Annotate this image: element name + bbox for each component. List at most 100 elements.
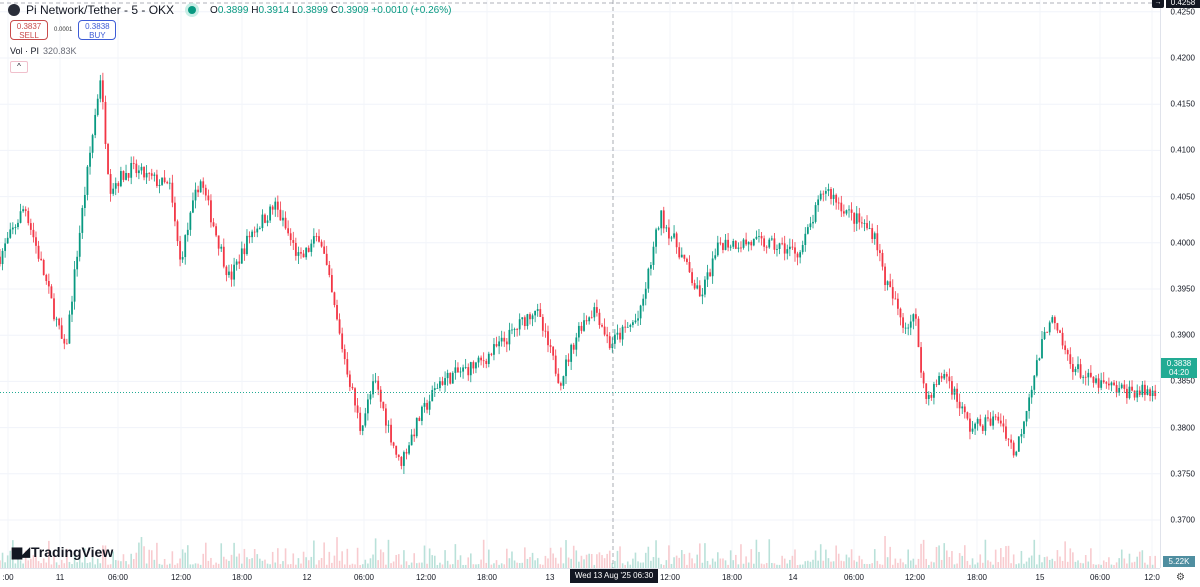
candle-body [585,320,588,322]
candle-body [837,202,840,204]
time-tick-label: 12:00 [904,573,926,582]
candle-body [408,445,410,454]
time-tick-label: 18:00 [476,573,498,582]
candle-body [150,173,153,176]
candle-body [467,367,470,376]
candle-body [27,210,30,224]
volume-bar [30,558,32,568]
candle-body [958,401,961,409]
volume-bar [462,564,464,568]
candle-body [266,220,269,223]
volume-bar [740,544,742,568]
volume-bar [817,560,819,568]
buy-button[interactable]: 0.3838 BUY [78,20,117,40]
volume-bar [457,559,459,568]
candle-body [819,193,822,200]
volume-bar [1126,563,1128,568]
candle-body [302,253,305,258]
volume-bar [884,536,886,568]
candle-body [125,173,127,180]
candle-body [1089,372,1092,377]
candle-body [256,228,259,233]
time-axis[interactable]: :00 11 06:00 12:00 18:00 12 06:00 12:00 18:00 13 1… [0,568,1160,587]
candle-body [878,250,881,253]
volume-bar [48,540,50,568]
candle-body [14,227,17,228]
settings-gear-icon[interactable]: ⚙ [1176,572,1185,583]
candle-body [426,402,428,410]
candle-body [1149,389,1151,396]
volume-bar [1056,550,1059,568]
volume-bar [598,552,601,568]
volume-bar [171,551,174,568]
candle-body [68,314,71,344]
candle-body [562,376,565,386]
candle-body [421,406,423,421]
candlestick-chart[interactable] [0,0,1160,568]
volume-bar [670,563,673,568]
volume-bar [1048,559,1051,568]
price-tick-label: 0.4250 [1170,7,1195,17]
candle-body [629,324,632,327]
candle-body [969,418,971,432]
candle-body [521,317,524,320]
volume-bar [266,563,269,568]
chevron-up-icon[interactable]: ^ [10,61,28,73]
volume-bar [261,560,264,568]
symbol-title[interactable]: Pi Network/Tether - 5 - OKX [26,3,175,17]
volume-bar [307,560,310,568]
candle-body [513,329,516,330]
candle-body [359,412,362,431]
candle-body [711,258,714,277]
candle-body [835,194,838,203]
candle-body [148,172,151,174]
volume-bar [529,557,531,568]
scroll-to-price-icon[interactable]: → [1152,0,1164,8]
price-axis[interactable]: 0.4250 0.4200 0.4150 0.4100 0.4050 0.4000 0.39… [1160,0,1200,568]
candle-body [855,213,858,224]
sell-button[interactable]: 0.3837 SELL [10,20,48,40]
candle-body [1061,332,1064,346]
candle-body [987,417,989,419]
volume-bar [341,551,343,568]
candle-body [364,413,367,426]
candle-body [318,236,320,242]
volume-bar [1018,563,1020,568]
candle-body [176,221,179,242]
volume-bar [32,555,35,568]
volume-bar [964,545,966,568]
volume-bar [1144,562,1146,568]
candle-body [58,318,61,326]
candle-body [220,246,223,249]
candle-body [997,416,1000,421]
candle-body [657,228,660,230]
candle-body [830,189,832,199]
volume-bar [850,549,853,568]
volume-bar [1054,561,1056,568]
candle-body [781,243,784,245]
volume-bar [1072,552,1074,568]
volume-bar [647,546,650,568]
volume-bar [439,562,441,568]
candle-body [192,200,194,213]
candle-body [78,232,81,257]
candle-body [4,243,7,251]
volume-bar [830,561,832,568]
volume-bar [711,558,714,568]
candle-body [50,286,53,299]
candle-body [1051,317,1054,323]
volume-bar [516,562,518,568]
candle-body [971,428,974,432]
volume-bar [920,543,922,568]
candle-body [37,245,40,259]
volume-bar [436,564,439,568]
volume-bar [539,564,542,568]
volume-bar [704,543,706,568]
candle-body [276,201,279,210]
volume-legend[interactable]: Vol · PI 320.83K [10,46,77,56]
candle-body [786,249,789,254]
chart-plot-area[interactable] [0,0,1160,568]
volume-bar [562,563,565,568]
volume-bar [585,554,588,568]
tradingview-logo[interactable]: ▆◢ TradingView [12,544,114,560]
